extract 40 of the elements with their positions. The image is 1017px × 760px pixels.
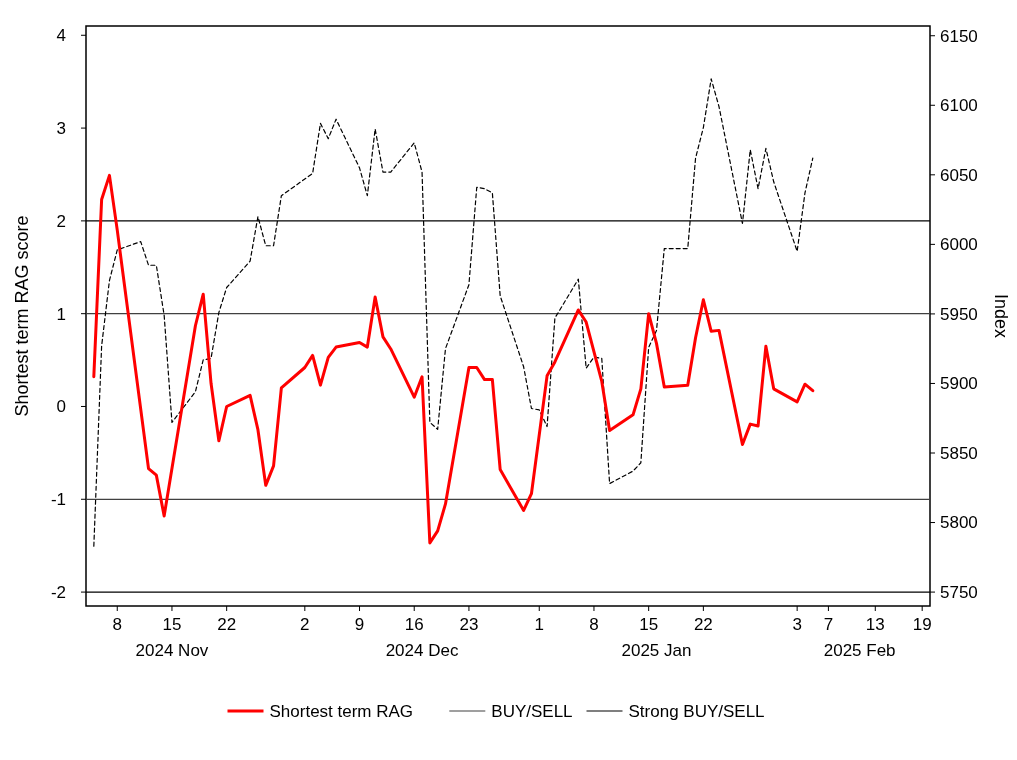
x-tick-label: 7 — [823, 615, 834, 634]
x2-tick-label: 2024 Dec — [385, 641, 459, 660]
y-tick-label: -1 — [50, 490, 66, 510]
y2-tick-label: 6100 — [940, 96, 978, 116]
y2-axis-title: Index — [991, 293, 1011, 339]
y-axis-title: Shortest term RAG score — [12, 215, 32, 417]
y-tick-label: -2 — [50, 583, 66, 603]
x2-tick-label: 2024 Nov — [135, 641, 209, 660]
x2-tick-label: 2025 Feb — [823, 641, 896, 660]
x-tick-label: 15 — [162, 615, 182, 634]
legend-label: Strong BUY/SELL — [628, 701, 765, 721]
y2-tick-label: 5750 — [940, 583, 978, 603]
y2-tick-label: 6000 — [940, 235, 978, 255]
x-tick-label: 15 — [639, 615, 659, 634]
x-tick-label: 2 — [300, 615, 310, 634]
x-tick-label: 8 — [589, 615, 599, 634]
x-tick-label: 19 — [912, 615, 932, 634]
x-tick-label: 23 — [459, 615, 479, 634]
y-tick-label: 2 — [56, 211, 66, 231]
y2-tick-label: 6050 — [940, 165, 978, 185]
x-tick-label: 1 — [534, 615, 544, 634]
y2-tick-label: 6150 — [940, 26, 978, 46]
x-tick-label: 13 — [865, 615, 885, 634]
y-tick-label: 0 — [56, 397, 66, 417]
x-tick-label: 22 — [217, 615, 237, 634]
legend-label: BUY/SELL — [491, 701, 573, 721]
x-tick-label: 22 — [693, 615, 713, 634]
x2-tick-label: 2025 Jan — [621, 641, 692, 660]
legend-label: Shortest term RAG — [269, 701, 414, 721]
x-tick-label: 16 — [404, 615, 424, 634]
y2-tick-label: 5950 — [940, 304, 978, 324]
y-tick-label: 4 — [56, 26, 66, 46]
y2-tick-label: 5850 — [940, 443, 978, 463]
y-tick-label: 3 — [56, 119, 66, 139]
y-tick-label: 1 — [56, 304, 66, 324]
x-tick-label: 3 — [792, 615, 802, 634]
y2-tick-label: 5800 — [940, 513, 978, 533]
x-tick-label: 9 — [354, 615, 365, 634]
y2-tick-label: 5900 — [940, 374, 978, 394]
x-tick-label: 8 — [112, 615, 122, 634]
